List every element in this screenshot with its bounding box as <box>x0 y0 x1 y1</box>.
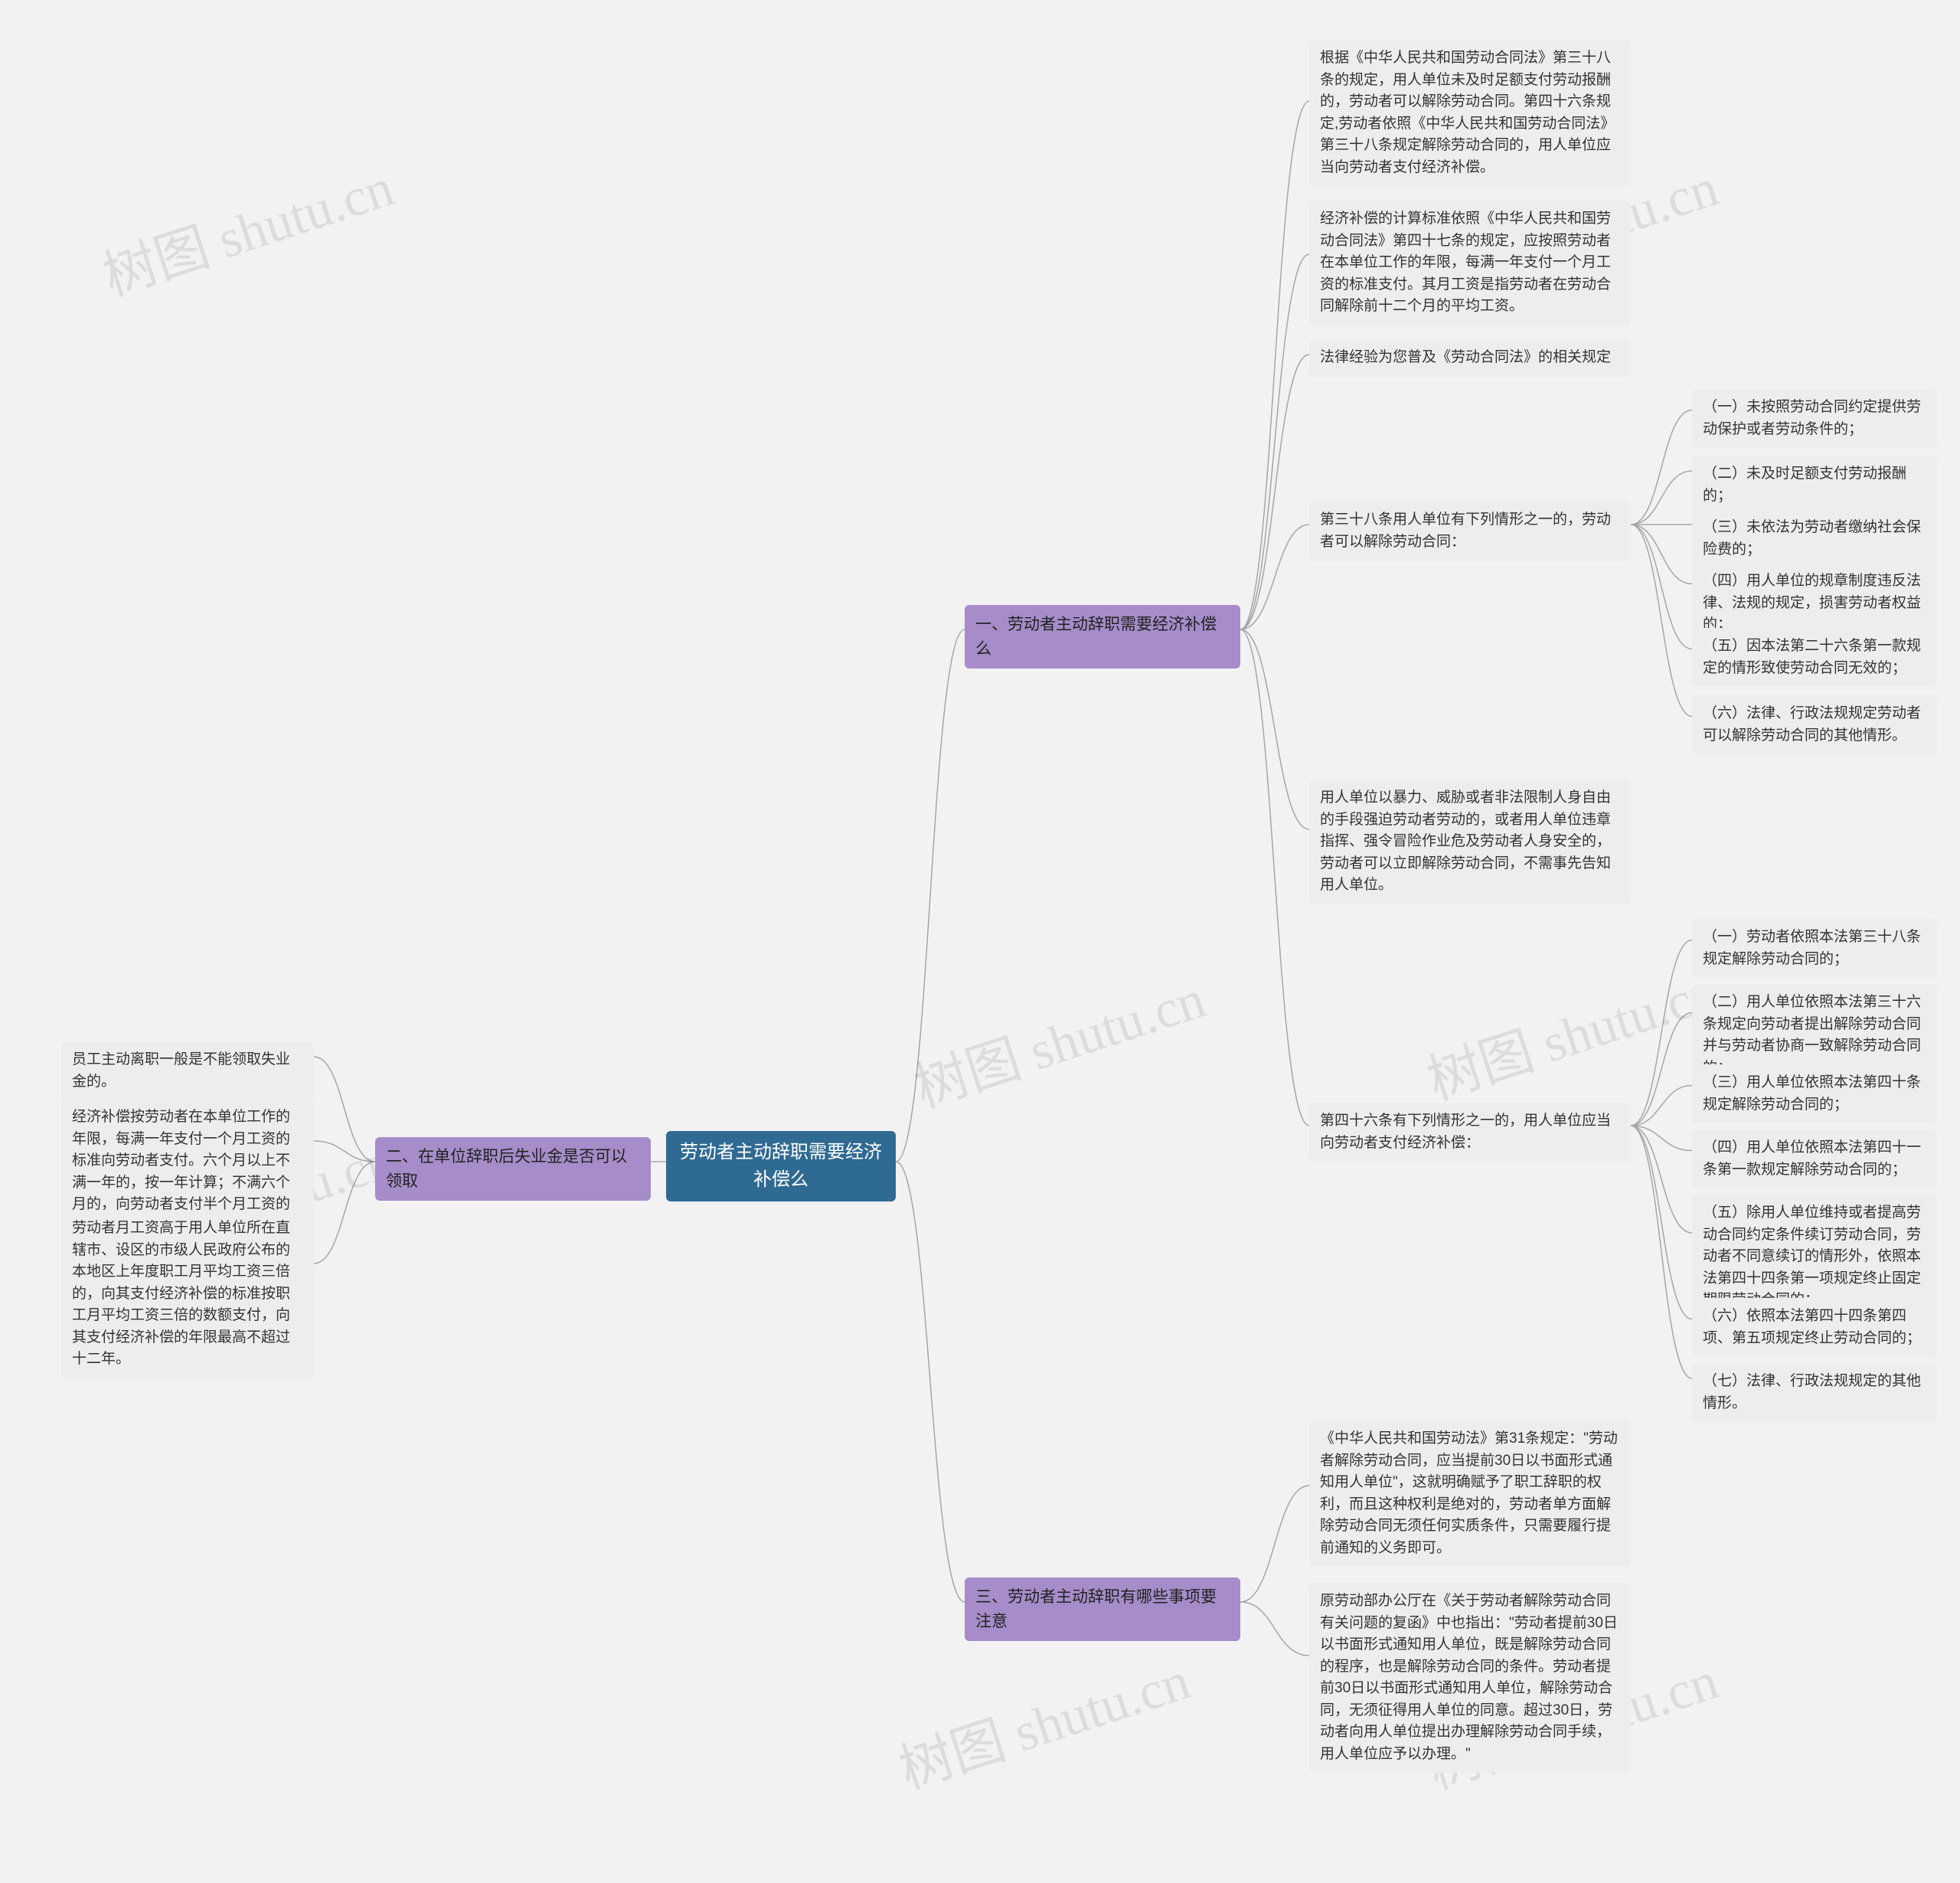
branch-b2: 二、在单位辞职后失业金是否可以领取 <box>375 1137 651 1201</box>
leaf-b2c1: 员工主动离职一般是不能领取失业金的。 <box>61 1041 314 1100</box>
branch-b1: 一、劳动者主动辞职需要经济补偿么 <box>965 605 1240 669</box>
watermark: 树图 shutu.cn <box>888 1638 1198 1804</box>
leaf-b1c6c: （三）用人单位依照本法第四十条规定解除劳动合同的； <box>1692 1064 1937 1123</box>
leaf-b1c6a: （一）劳动者依照本法第三十八条规定解除劳动合同的； <box>1692 919 1937 978</box>
leaf-b1c4f: （六）法律、行政法规规定劳动者可以解除劳动合同的其他情形。 <box>1692 695 1937 754</box>
leaf-b3c2: 原劳动部办公厅在《关于劳动者解除劳动合同有关问题的复函》中也指出："劳动者提前3… <box>1309 1583 1631 1773</box>
leaf-b1c2: 经济补偿的计算标准依照《中华人民共和国劳动合同法》第四十七条的规定，应按照劳动者… <box>1309 201 1631 325</box>
leaf-b1c6: 第四十六条有下列情形之一的，用人单位应当向劳动者支付经济补偿： <box>1309 1103 1631 1162</box>
watermark: 树图 shutu.cn <box>1416 949 1726 1115</box>
leaf-b1c6d: （四）用人单位依照本法第四十一条第一款规定解除劳动合同的； <box>1692 1129 1937 1188</box>
root-node: 劳动者主动辞职需要经济补偿么 <box>666 1131 896 1201</box>
leaf-b1c4: 第三十八条用人单位有下列情形之一的，劳动者可以解除劳动合同： <box>1309 502 1631 561</box>
leaf-b1c6g: （七）法律、行政法规规定的其他情形。 <box>1692 1363 1937 1422</box>
leaf-b3c1: 《中华人民共和国劳动法》第31条规定："劳动者解除劳动合同，应当提前30日以书面… <box>1309 1420 1631 1567</box>
leaf-b2c3: 劳动者月工资高于用人单位所在直辖市、设区的市级人民政府公布的本地区上年度职工月平… <box>61 1210 314 1378</box>
leaf-b1c6f: （六）依照本法第四十四条第四项、第五项规定终止劳动合同的； <box>1692 1298 1937 1357</box>
leaf-b1c4b: （二）未及时足额支付劳动报酬的； <box>1692 456 1937 515</box>
leaf-b1c4c: （三）未依法为劳动者缴纳社会保险费的； <box>1692 509 1937 568</box>
watermark: 树图 shutu.cn <box>92 145 402 311</box>
leaf-b1c3: 法律经验为您普及《劳动合同法》的相关规定 <box>1309 339 1631 377</box>
leaf-b1c4e: （五）因本法第二十六条第一款规定的情形致使劳动合同无效的； <box>1692 628 1937 687</box>
leaf-b1c5: 用人单位以暴力、威胁或者非法限制人身自由的手段强迫劳动者劳动的，或者用人单位违章… <box>1309 780 1631 904</box>
watermark: 树图 shutu.cn <box>903 956 1214 1123</box>
leaf-b1c4a: （一）未按照劳动合同约定提供劳动保护或者劳动条件的； <box>1692 389 1937 448</box>
branch-b3: 三、劳动者主动辞职有哪些事项要注意 <box>965 1577 1240 1641</box>
leaf-b1c1: 根据《中华人民共和国劳动合同法》第三十八条的规定，用人单位未及时足额支付劳动报酬… <box>1309 40 1631 186</box>
